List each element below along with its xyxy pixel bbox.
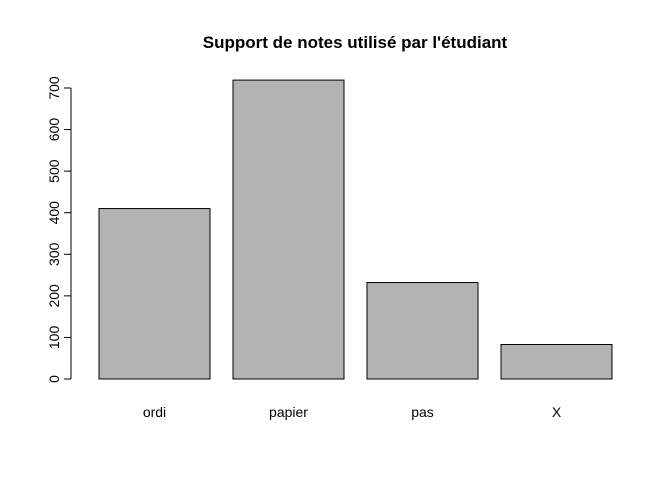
y-tick-label: 700 xyxy=(46,76,62,100)
x-axis-labels: ordi papier pas X xyxy=(143,404,562,420)
bar-ordi xyxy=(98,208,211,380)
y-tick-label: 300 xyxy=(46,242,62,266)
y-tick-label: 200 xyxy=(46,284,62,308)
x-category-label: ordi xyxy=(143,404,166,420)
x-category-label: papier xyxy=(269,404,308,420)
y-tick-label: 100 xyxy=(46,326,62,350)
y-axis: 0 100 200 300 400 500 600 700 xyxy=(46,76,72,383)
chart-title: Support de notes utilisé par l'étudiant xyxy=(203,33,508,52)
x-category-label: X xyxy=(552,404,562,420)
y-tick-label: 0 xyxy=(46,375,62,383)
bar-x xyxy=(500,343,613,380)
y-tick-label: 500 xyxy=(46,159,62,183)
bar-papier xyxy=(232,79,345,380)
y-tick-label: 600 xyxy=(46,118,62,142)
bar-series xyxy=(98,79,613,380)
bar-pas xyxy=(366,282,479,380)
x-category-label: pas xyxy=(411,404,434,420)
y-tick-label: 400 xyxy=(46,201,62,225)
